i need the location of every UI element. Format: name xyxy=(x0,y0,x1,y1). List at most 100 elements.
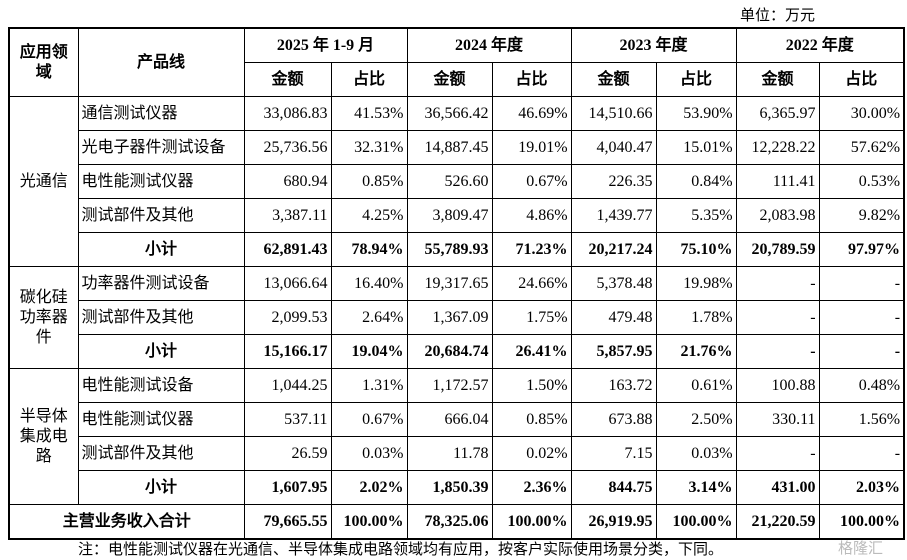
footnote: 注：电性能测试仪器在光通信、半导体集成电路领域均有应用，按客户实际使用场景分类，… xyxy=(78,542,724,558)
value-cell: 0.67% xyxy=(491,164,572,199)
value-cell: 2.64% xyxy=(330,300,408,335)
value-cell: 1.56% xyxy=(818,402,905,437)
value-cell: 24.66% xyxy=(491,266,572,301)
period-header: 2025 年 1-9 月 xyxy=(243,27,408,63)
value-cell: 0.48% xyxy=(818,368,905,403)
value-cell: 526.60 xyxy=(406,164,493,199)
product-cell: 通信测试仪器 xyxy=(77,96,245,131)
watermark: 格隆汇 xyxy=(838,539,884,557)
value-cell: 330.11 xyxy=(735,402,820,437)
value-cell: 41.53% xyxy=(330,96,408,131)
value-cell: 19,317.65 xyxy=(406,266,493,301)
value-cell: 3,809.47 xyxy=(406,198,493,233)
value-cell: 2.36% xyxy=(491,470,572,505)
value-cell: 78,325.06 xyxy=(406,504,493,540)
value-cell: 111.41 xyxy=(735,164,820,199)
value-cell: 25,736.56 xyxy=(243,130,332,165)
subtotal-label: 小计 xyxy=(77,232,245,267)
domain-header: 应用领域 xyxy=(8,27,79,97)
revenue-table: 应用领域 产品线 2025 年 1-9 月 2024 年度 2023 年度 2022 年度… xyxy=(8,27,906,540)
value-cell: 1,607.95 xyxy=(243,470,332,505)
period-header: 2022 年度 xyxy=(735,27,905,63)
value-cell: 15.01% xyxy=(655,130,737,165)
value-cell: 226.35 xyxy=(570,164,657,199)
data-row: 测试部件及其他 2,099.53 2.64% 1,367.09 1.75% 479.48 1… xyxy=(9,300,905,335)
value-cell: 33,086.83 xyxy=(243,96,332,131)
product-cell: 测试部件及其他 xyxy=(77,300,245,335)
column-header: 占比 xyxy=(330,62,408,97)
table-header: 应用领域 产品线 2025 年 1-9 月 2024 年度 2023 年度 2022 年度… xyxy=(8,27,905,97)
product-cell: 测试部件及其他 xyxy=(77,198,245,233)
value-cell: 537.11 xyxy=(243,402,332,437)
value-cell: 431.00 xyxy=(735,470,820,505)
data-row: 测试部件及其他 26.59 0.03% 11.78 0.02% 7.15 0.03% - - xyxy=(9,436,905,471)
value-cell: 4.25% xyxy=(330,198,408,233)
value-cell: 163.72 xyxy=(570,368,657,403)
column-header: 金额 xyxy=(243,62,332,97)
value-cell: 14,887.45 xyxy=(406,130,493,165)
value-cell: 1.75% xyxy=(491,300,572,335)
value-cell: 55,789.93 xyxy=(406,232,493,267)
domain-cell: 半导体集成电路 xyxy=(8,368,79,505)
value-cell: 1,439.77 xyxy=(570,198,657,233)
value-cell: 0.85% xyxy=(491,402,572,437)
value-cell: 0.03% xyxy=(330,436,408,471)
value-cell: 0.61% xyxy=(655,368,737,403)
value-cell: 53.90% xyxy=(655,96,737,131)
value-cell: - xyxy=(818,300,905,335)
data-row: 半导体集成电路 电性能测试设备 1,044.25 1.31% 1,172.57 1.50%… xyxy=(8,368,905,505)
domain-cell: 光通信 xyxy=(8,96,79,267)
value-cell: 100.88 xyxy=(735,368,820,403)
value-cell: 2.50% xyxy=(655,402,737,437)
value-cell: 1.78% xyxy=(655,300,737,335)
value-cell: 0.03% xyxy=(655,436,737,471)
value-cell: 79,665.55 xyxy=(243,504,332,540)
value-cell: - xyxy=(735,436,820,471)
value-cell: 46.69% xyxy=(491,96,572,131)
value-cell: 78.94% xyxy=(330,232,408,267)
value-cell: 100.00% xyxy=(330,504,408,540)
value-cell: 479.48 xyxy=(570,300,657,335)
subtotal-row: 小计 15,166.17 19.04% 20,684.74 26.41% 5,857.95… xyxy=(9,334,905,369)
data-row: 光电子器件测试设备 25,736.56 32.31% 14,887.45 19.01% 4… xyxy=(9,130,905,165)
value-cell: - xyxy=(735,266,820,301)
value-cell: 2,083.98 xyxy=(735,198,820,233)
value-cell: 12,228.22 xyxy=(735,130,820,165)
value-cell: 666.04 xyxy=(406,402,493,437)
value-cell: 1,172.57 xyxy=(406,368,493,403)
value-cell: 1.31% xyxy=(330,368,408,403)
value-cell: 2.03% xyxy=(818,470,905,505)
value-cell: 20,217.24 xyxy=(570,232,657,267)
value-cell: 21.76% xyxy=(655,334,737,369)
value-cell: 3.14% xyxy=(655,470,737,505)
value-cell: 11.78 xyxy=(406,436,493,471)
value-cell: 1.50% xyxy=(491,368,572,403)
column-header: 占比 xyxy=(818,62,905,97)
value-cell: 20,789.59 xyxy=(735,232,820,267)
data-row: 测试部件及其他 3,387.11 4.25% 3,809.47 4.86% 1,439.7… xyxy=(9,198,905,233)
value-cell: 2,099.53 xyxy=(243,300,332,335)
column-header: 占比 xyxy=(655,62,737,97)
data-row: 光通信 通信测试仪器 33,086.83 41.53% 36,566.42 46.69% 1… xyxy=(8,96,905,267)
value-cell: 0.02% xyxy=(491,436,572,471)
value-cell: - xyxy=(735,334,820,369)
value-cell: 100.00% xyxy=(655,504,737,540)
value-cell: 15,166.17 xyxy=(243,334,332,369)
value-cell: 0.84% xyxy=(655,164,737,199)
value-cell: 19.04% xyxy=(330,334,408,369)
value-cell: 7.15 xyxy=(570,436,657,471)
value-cell: - xyxy=(818,334,905,369)
product-cell: 光电子器件测试设备 xyxy=(77,130,245,165)
period-header: 2024 年度 xyxy=(406,27,572,63)
value-cell: 30.00% xyxy=(818,96,905,131)
product-cell: 电性能测试设备 xyxy=(77,368,245,403)
subtotal-label: 小计 xyxy=(77,470,245,505)
value-cell: 16.40% xyxy=(330,266,408,301)
value-cell: 26.41% xyxy=(491,334,572,369)
value-cell: 3,387.11 xyxy=(243,198,332,233)
value-cell: 14,510.66 xyxy=(570,96,657,131)
subtotal-label: 小计 xyxy=(77,334,245,369)
value-cell: 9.82% xyxy=(818,198,905,233)
value-cell: 5,378.48 xyxy=(570,266,657,301)
value-cell: 2.02% xyxy=(330,470,408,505)
